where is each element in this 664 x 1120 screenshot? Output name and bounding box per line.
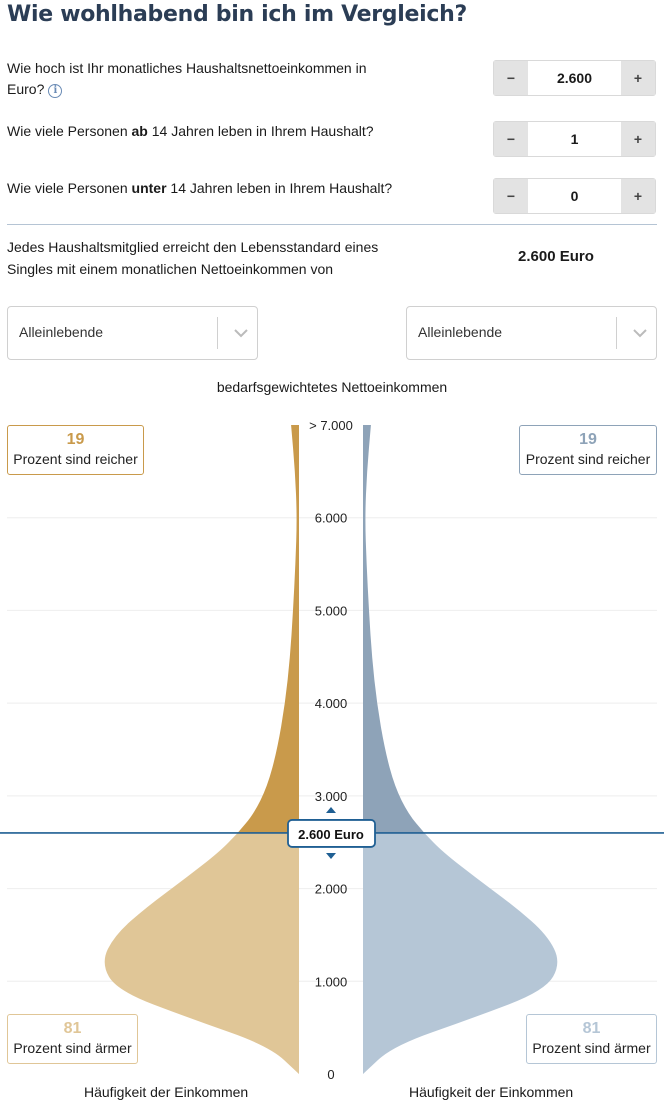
children-increment-button[interactable]: + [621,179,655,213]
info-icon[interactable]: i [48,84,63,98]
y-tick-label: 0 [327,1067,334,1082]
left-richer-text: Prozent sind reicher [13,451,138,467]
marker-down-arrow [326,852,336,859]
left-frequency-label: Häufigkeit der Einkommen [84,1084,249,1100]
left-violin-lower [104,832,299,1074]
income-question-text: Wie hoch ist Ihr monatliches Haushaltsne… [7,60,367,97]
income-stepper: − 2.600 + [493,60,656,96]
select-separator [616,317,617,349]
left-violin-upper [237,425,299,833]
right-frequency-label: Häufigkeit der Einkommen [409,1084,574,1100]
y-tick-label: 6.000 [315,511,348,526]
divider [7,224,657,225]
adults-decrement-button[interactable]: − [494,122,528,156]
right-richer-text: Prozent sind reicher [525,451,651,467]
left-poorer-percent: 81 [63,1020,82,1037]
income-increment-button[interactable]: + [621,61,655,95]
right-richer-percent: 19 [579,431,597,448]
adults-stepper: − 1 + [493,121,656,157]
income-decrement-button[interactable]: − [494,61,528,95]
chevron-down-icon [234,329,248,338]
adults-question-prefix: Wie viele Personen [7,123,132,139]
chevron-down-icon [633,329,647,338]
marker-label: 2.600 Euro [298,827,364,842]
children-question: Wie viele Personen unter 14 Jahren leben… [7,178,392,199]
left-poorer-text: Prozent sind ärmer [13,1040,132,1056]
right-violin-upper [363,425,425,833]
left-poorer-box: 81 Prozent sind ärmer [7,1014,138,1064]
adults-question-bold: ab [131,123,148,139]
result-value: 2.600 Euro [518,248,594,265]
children-question-bold: unter [131,180,167,196]
marker-label-box [287,819,376,848]
y-tick-label: 4.000 [315,696,348,711]
select-separator [217,317,218,349]
children-decrement-button[interactable]: − [494,179,528,213]
right-poorer-text: Prozent sind ärmer [532,1040,651,1056]
y-tick-label: > 7.000 [309,418,353,433]
children-stepper: − 0 + [493,178,656,214]
income-question: Wie hoch ist Ihr monatliches Haushaltsne… [7,58,407,100]
marker-up-arrow [326,806,336,813]
right-richer-box: 19 Prozent sind reicher [519,425,657,475]
right-group-select-label: Alleinlebende [418,324,503,340]
income-value[interactable]: 2.600 [556,70,593,86]
left-group-select[interactable]: Alleinlebende [7,306,258,360]
result-text: Jedes Haushaltsmitglied erreicht den Leb… [7,239,379,277]
adults-increment-button[interactable]: + [621,122,655,156]
right-violin-lower [363,832,558,1074]
y-tick-label: 5.000 [315,603,348,618]
adults-value[interactable]: 1 [570,131,579,147]
children-value[interactable]: 0 [570,188,579,204]
page-title: Wie wohlhabend bin ich im Vergleich? [7,2,467,27]
children-question-prefix: Wie viele Personen [7,180,132,196]
right-poorer-box: 81 Prozent sind ärmer [526,1014,657,1064]
y-tick-label: 2.000 [315,882,348,897]
left-richer-percent: 19 [66,431,85,448]
left-group-select-label: Alleinlebende [19,324,104,340]
chart-title: bedarfsgewichtetes Nettoeinkommen [216,379,448,395]
right-poorer-percent: 81 [582,1020,601,1037]
y-tick-label: 3.000 [315,789,348,804]
children-question-suffix: 14 Jahren leben in Ihrem Haushalt? [166,180,393,196]
y-tick-label: 1.000 [315,974,348,989]
adults-question: Wie viele Personen ab 14 Jahren leben in… [7,121,374,142]
left-richer-box: 19 Prozent sind reicher [7,425,144,475]
adults-question-suffix: 14 Jahren leben in Ihrem Haushalt? [147,123,374,139]
right-group-select[interactable]: Alleinlebende [406,306,657,360]
